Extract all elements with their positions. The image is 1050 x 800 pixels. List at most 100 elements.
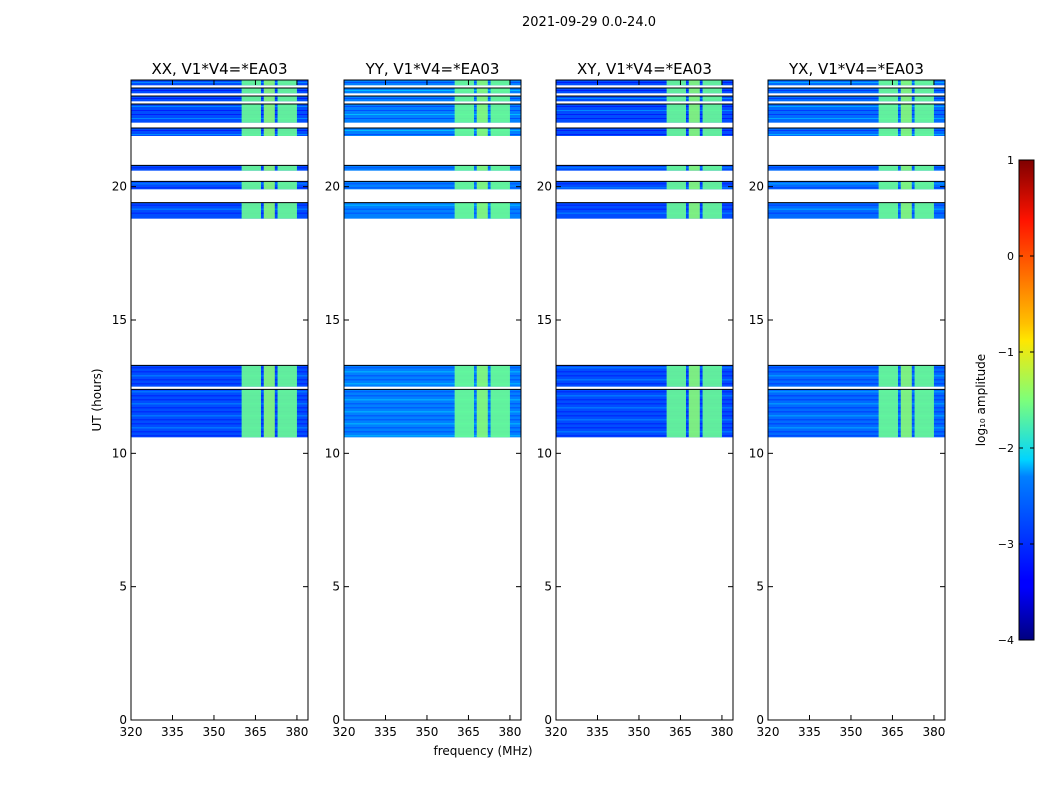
bright-channel-block — [702, 389, 722, 438]
data-band — [768, 128, 945, 136]
bright-channel-block — [241, 389, 261, 438]
x-tick-label: 350 — [416, 725, 439, 739]
y-tick-label: 20 — [749, 180, 764, 194]
bright-channel-block — [476, 104, 488, 123]
bright-channel-block — [702, 202, 722, 219]
bright-channel-block — [476, 181, 488, 190]
bright-channel-block — [277, 128, 297, 136]
panel-title: YX, V1*V4=*EA03 — [788, 60, 924, 78]
bright-channel-block — [914, 165, 934, 171]
x-tick-label: 320 — [120, 725, 143, 739]
colorbar-tick-label: −1 — [998, 346, 1014, 359]
noise-streak — [131, 130, 308, 131]
noise-streak — [131, 187, 308, 189]
noise-streak — [344, 427, 521, 429]
noise-streak — [344, 167, 521, 169]
noise-streak — [344, 391, 521, 393]
noise-streak — [556, 379, 733, 381]
noise-streak — [131, 391, 308, 393]
data-band — [768, 181, 945, 190]
bright-channel-block — [476, 88, 488, 94]
colorbar-tick-label: −2 — [998, 442, 1014, 455]
bright-channel-block — [878, 80, 898, 86]
noise-streak — [556, 167, 733, 169]
bright-channel-block — [263, 389, 275, 438]
noise-streak — [768, 90, 945, 91]
figure-title: 2021-09-29 0.0-24.0 — [522, 15, 656, 30]
bright-channel-block — [490, 202, 510, 219]
noise-streak — [344, 130, 521, 131]
data-band — [344, 128, 521, 136]
noise-streak — [131, 212, 308, 214]
bright-channel-block — [878, 165, 898, 171]
bright-channel-block — [688, 365, 700, 387]
bright-channel-block — [490, 165, 510, 171]
bright-channel-block — [688, 165, 700, 171]
noise-streak — [344, 82, 521, 83]
noise-streak — [131, 367, 308, 369]
x-tick-label: 335 — [798, 725, 821, 739]
colorbar-label: log₁₀ amplitude — [974, 354, 988, 446]
noise-streak — [131, 379, 308, 381]
bright-channel-block — [688, 80, 700, 86]
noise-streak — [556, 435, 733, 437]
bright-channel-block — [878, 88, 898, 94]
bright-channel-block — [666, 80, 686, 86]
noise-streak — [131, 183, 308, 185]
noise-streak — [768, 110, 945, 111]
noise-streak — [768, 106, 945, 107]
colorbar-tick-label: 1 — [1007, 154, 1014, 167]
noise-streak — [131, 98, 308, 99]
x-tick-label: 335 — [161, 725, 184, 739]
noise-streak — [768, 379, 945, 381]
noise-streak — [131, 204, 308, 206]
bright-channel-block — [666, 202, 686, 219]
noise-streak — [344, 134, 521, 135]
bright-channel-block — [454, 80, 474, 86]
noise-streak — [556, 375, 733, 377]
bright-channel-block — [900, 365, 912, 387]
noise-streak — [768, 208, 945, 210]
y-tick-label: 20 — [112, 180, 127, 194]
bright-channel-block — [454, 165, 474, 171]
x-tick-label: 350 — [203, 725, 226, 739]
bright-channel-block — [454, 88, 474, 94]
bright-channel-block — [914, 88, 934, 94]
bright-channel-block — [914, 389, 934, 438]
noise-streak — [768, 375, 945, 377]
noise-streak — [344, 212, 521, 214]
bright-channel-block — [454, 128, 474, 136]
noise-streak — [556, 204, 733, 206]
bright-channel-block — [241, 104, 261, 123]
bright-channel-block — [688, 389, 700, 438]
noise-streak — [768, 212, 945, 214]
bright-channel-block — [688, 202, 700, 219]
data-band — [131, 181, 308, 190]
bright-channel-block — [476, 80, 488, 86]
bright-channel-block — [241, 165, 261, 171]
bright-channel-block — [702, 96, 722, 102]
bright-channel-block — [490, 365, 510, 387]
noise-streak — [131, 415, 308, 417]
noise-streak — [344, 419, 521, 421]
bright-channel-block — [666, 96, 686, 102]
panel-1: XX, V1*V4=*EA03 320 335 350 365 380 0 5 10 15 20 — [112, 60, 309, 739]
bright-channel-block — [263, 165, 275, 171]
x-tick-label: 365 — [669, 725, 692, 739]
y-axis-label: UT (hours) — [90, 368, 104, 431]
noise-streak — [556, 407, 733, 409]
noise-streak — [344, 204, 521, 206]
noise-streak — [131, 435, 308, 437]
bright-channel-block — [688, 181, 700, 190]
noise-streak — [344, 403, 521, 405]
data-band — [556, 128, 733, 136]
noise-streak — [768, 98, 945, 99]
bright-channel-block — [900, 165, 912, 171]
y-tick-label: 10 — [749, 446, 764, 460]
bright-channel-block — [490, 80, 510, 86]
noise-streak — [344, 375, 521, 377]
bright-channel-block — [476, 96, 488, 102]
bright-channel-block — [454, 389, 474, 438]
bright-channel-block — [263, 104, 275, 123]
noise-streak — [344, 411, 521, 413]
